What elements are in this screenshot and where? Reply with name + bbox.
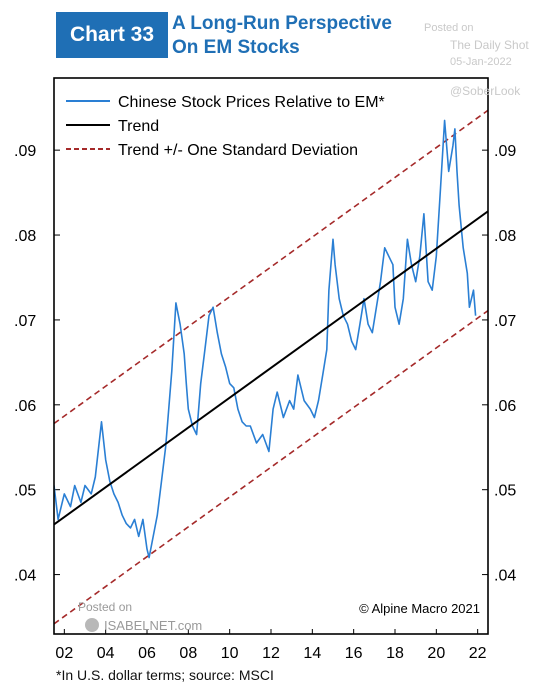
- y-tick-label-left: .04: [14, 568, 36, 585]
- left-y-axis: .04 .05 .06 .07 .08 .09: [14, 143, 60, 585]
- x-tick-label: 22: [469, 645, 487, 662]
- trend-line: [54, 210, 488, 526]
- legend-label-band: Trend +/- One Standard Deviation: [118, 142, 358, 159]
- y-tick-label-right: .08: [494, 228, 516, 245]
- y-tick-label-left: .08: [14, 228, 36, 245]
- x-tick-label: 10: [221, 645, 239, 662]
- plot-frame: [53, 77, 489, 635]
- y-tick-label-left: .07: [14, 313, 36, 330]
- y-tick-label-left: .05: [14, 483, 36, 500]
- x-tick-label: 04: [97, 645, 115, 662]
- watermark-date: 05-Jan-2022: [450, 56, 512, 68]
- chart-title-line-1: A Long-Run Perspective: [172, 13, 392, 34]
- legend: Chinese Stock Prices Relative to EM* Tre…: [66, 94, 385, 159]
- watermark-posted-on: Posted on: [424, 22, 474, 34]
- watermark-handle: @SoberLook: [450, 84, 521, 98]
- footnote: *In U.S. dollar terms; source: MSCI: [56, 667, 274, 683]
- legend-label-trend: Trend: [118, 118, 159, 135]
- y-tick-label-right: .05: [494, 483, 516, 500]
- isabelnet-site: ISABELNET.com: [104, 618, 202, 633]
- x-tick-label: 14: [303, 645, 321, 662]
- isabelnet-logo: [85, 618, 99, 632]
- y-tick-label-right: .06: [494, 398, 516, 415]
- isabelnet-posted-on: Posted on: [78, 600, 132, 614]
- y-tick-label-left: .09: [14, 143, 36, 160]
- chart-title-line-2: On EM Stocks: [172, 37, 300, 58]
- x-tick-label: 16: [345, 645, 363, 662]
- y-tick-label-left: .06: [14, 398, 36, 415]
- series-layer: [54, 109, 488, 625]
- chart-title: A Long-Run Perspective On EM Stocks: [172, 12, 392, 60]
- lower-band-line: [54, 309, 488, 625]
- x-tick-label: 12: [262, 645, 280, 662]
- series-line-relative-prices: [54, 119, 477, 559]
- legend-label-series: Chinese Stock Prices Relative to EM*: [118, 94, 385, 111]
- y-tick-label-right: .09: [494, 143, 516, 160]
- y-tick-label-right: .07: [494, 313, 516, 330]
- x-tick-label: 02: [55, 645, 73, 662]
- watermark-site: The Daily Shot: [450, 38, 529, 52]
- x-tick-label: 06: [138, 645, 156, 662]
- x-tick-label: 18: [386, 645, 404, 662]
- copyright: © Alpine Macro 2021: [359, 601, 480, 616]
- right-y-axis: .04 .05 .06 .07 .08 .09: [482, 143, 516, 585]
- y-tick-label-right: .04: [494, 568, 516, 585]
- chart-number: Chart 33: [69, 23, 155, 46]
- x-tick-label: 08: [179, 645, 197, 662]
- x-axis: 02 04 06 08 10 12 14 16 18 20 22: [55, 629, 487, 662]
- x-tick-label: 20: [427, 645, 445, 662]
- chart-number-badge: Chart 33: [56, 12, 168, 58]
